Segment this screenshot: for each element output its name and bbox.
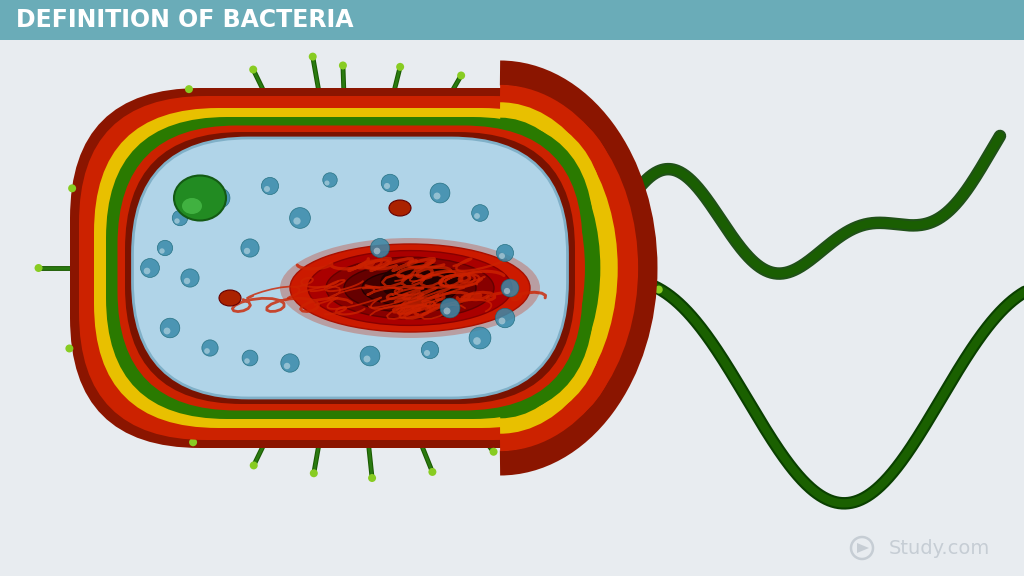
Ellipse shape (326, 257, 494, 319)
Circle shape (443, 308, 451, 314)
Circle shape (172, 210, 187, 226)
Circle shape (323, 173, 337, 187)
Circle shape (473, 337, 481, 345)
Ellipse shape (344, 264, 476, 312)
Circle shape (424, 350, 430, 356)
Circle shape (339, 62, 347, 70)
Circle shape (381, 175, 398, 192)
Circle shape (242, 350, 258, 366)
FancyBboxPatch shape (70, 88, 630, 448)
Circle shape (497, 244, 514, 262)
Circle shape (325, 180, 330, 185)
Circle shape (489, 448, 498, 456)
Circle shape (654, 286, 663, 294)
Ellipse shape (290, 244, 530, 332)
Polygon shape (857, 543, 869, 553)
Circle shape (552, 414, 560, 422)
Circle shape (368, 474, 376, 482)
Ellipse shape (219, 290, 241, 306)
Circle shape (290, 207, 310, 229)
Circle shape (440, 298, 460, 318)
Circle shape (210, 188, 230, 208)
Circle shape (284, 363, 290, 369)
Ellipse shape (280, 238, 540, 338)
Circle shape (433, 192, 440, 199)
Ellipse shape (380, 263, 460, 303)
Circle shape (35, 264, 43, 272)
Circle shape (582, 139, 590, 147)
FancyBboxPatch shape (132, 138, 567, 398)
FancyBboxPatch shape (94, 108, 606, 428)
Circle shape (501, 279, 519, 297)
Circle shape (204, 348, 210, 354)
Circle shape (121, 404, 129, 412)
Circle shape (499, 253, 505, 259)
FancyBboxPatch shape (106, 117, 594, 419)
Circle shape (371, 238, 389, 257)
Circle shape (69, 184, 76, 192)
Circle shape (374, 248, 380, 255)
Circle shape (523, 93, 531, 101)
Ellipse shape (174, 176, 226, 221)
Circle shape (164, 328, 170, 335)
FancyBboxPatch shape (125, 132, 575, 404)
Circle shape (360, 346, 380, 366)
Circle shape (613, 361, 622, 369)
Circle shape (430, 183, 450, 203)
Circle shape (160, 248, 165, 253)
Circle shape (499, 317, 506, 324)
Circle shape (214, 198, 220, 204)
Circle shape (181, 269, 199, 287)
Ellipse shape (182, 198, 202, 214)
Ellipse shape (362, 270, 458, 306)
Circle shape (474, 213, 480, 219)
Circle shape (281, 354, 299, 372)
Circle shape (396, 63, 404, 71)
Circle shape (66, 344, 74, 353)
Circle shape (244, 248, 250, 254)
Circle shape (264, 186, 270, 192)
Circle shape (638, 202, 646, 210)
Circle shape (469, 327, 490, 349)
Circle shape (249, 66, 257, 74)
Ellipse shape (308, 251, 512, 325)
Circle shape (174, 218, 179, 223)
Circle shape (308, 52, 316, 60)
Circle shape (457, 71, 465, 79)
Circle shape (261, 177, 279, 195)
FancyBboxPatch shape (118, 126, 583, 411)
Circle shape (421, 342, 438, 359)
Circle shape (185, 85, 193, 93)
Text: Study.com: Study.com (889, 539, 990, 558)
Circle shape (428, 468, 436, 476)
Circle shape (143, 268, 151, 274)
Circle shape (384, 183, 390, 189)
Circle shape (364, 355, 371, 362)
Circle shape (158, 240, 173, 256)
Circle shape (293, 217, 301, 225)
Ellipse shape (389, 200, 411, 216)
Circle shape (245, 358, 250, 364)
Circle shape (472, 204, 488, 221)
FancyBboxPatch shape (79, 96, 621, 440)
Circle shape (250, 461, 258, 469)
Circle shape (496, 308, 515, 328)
FancyBboxPatch shape (0, 0, 1024, 40)
Circle shape (183, 278, 190, 284)
Circle shape (189, 438, 197, 446)
Circle shape (241, 239, 259, 257)
Circle shape (310, 469, 317, 478)
Text: DEFINITION OF BACTERIA: DEFINITION OF BACTERIA (16, 8, 353, 32)
Circle shape (202, 340, 218, 356)
Circle shape (504, 288, 510, 294)
Circle shape (125, 126, 133, 134)
Circle shape (140, 259, 160, 278)
Circle shape (160, 318, 180, 338)
